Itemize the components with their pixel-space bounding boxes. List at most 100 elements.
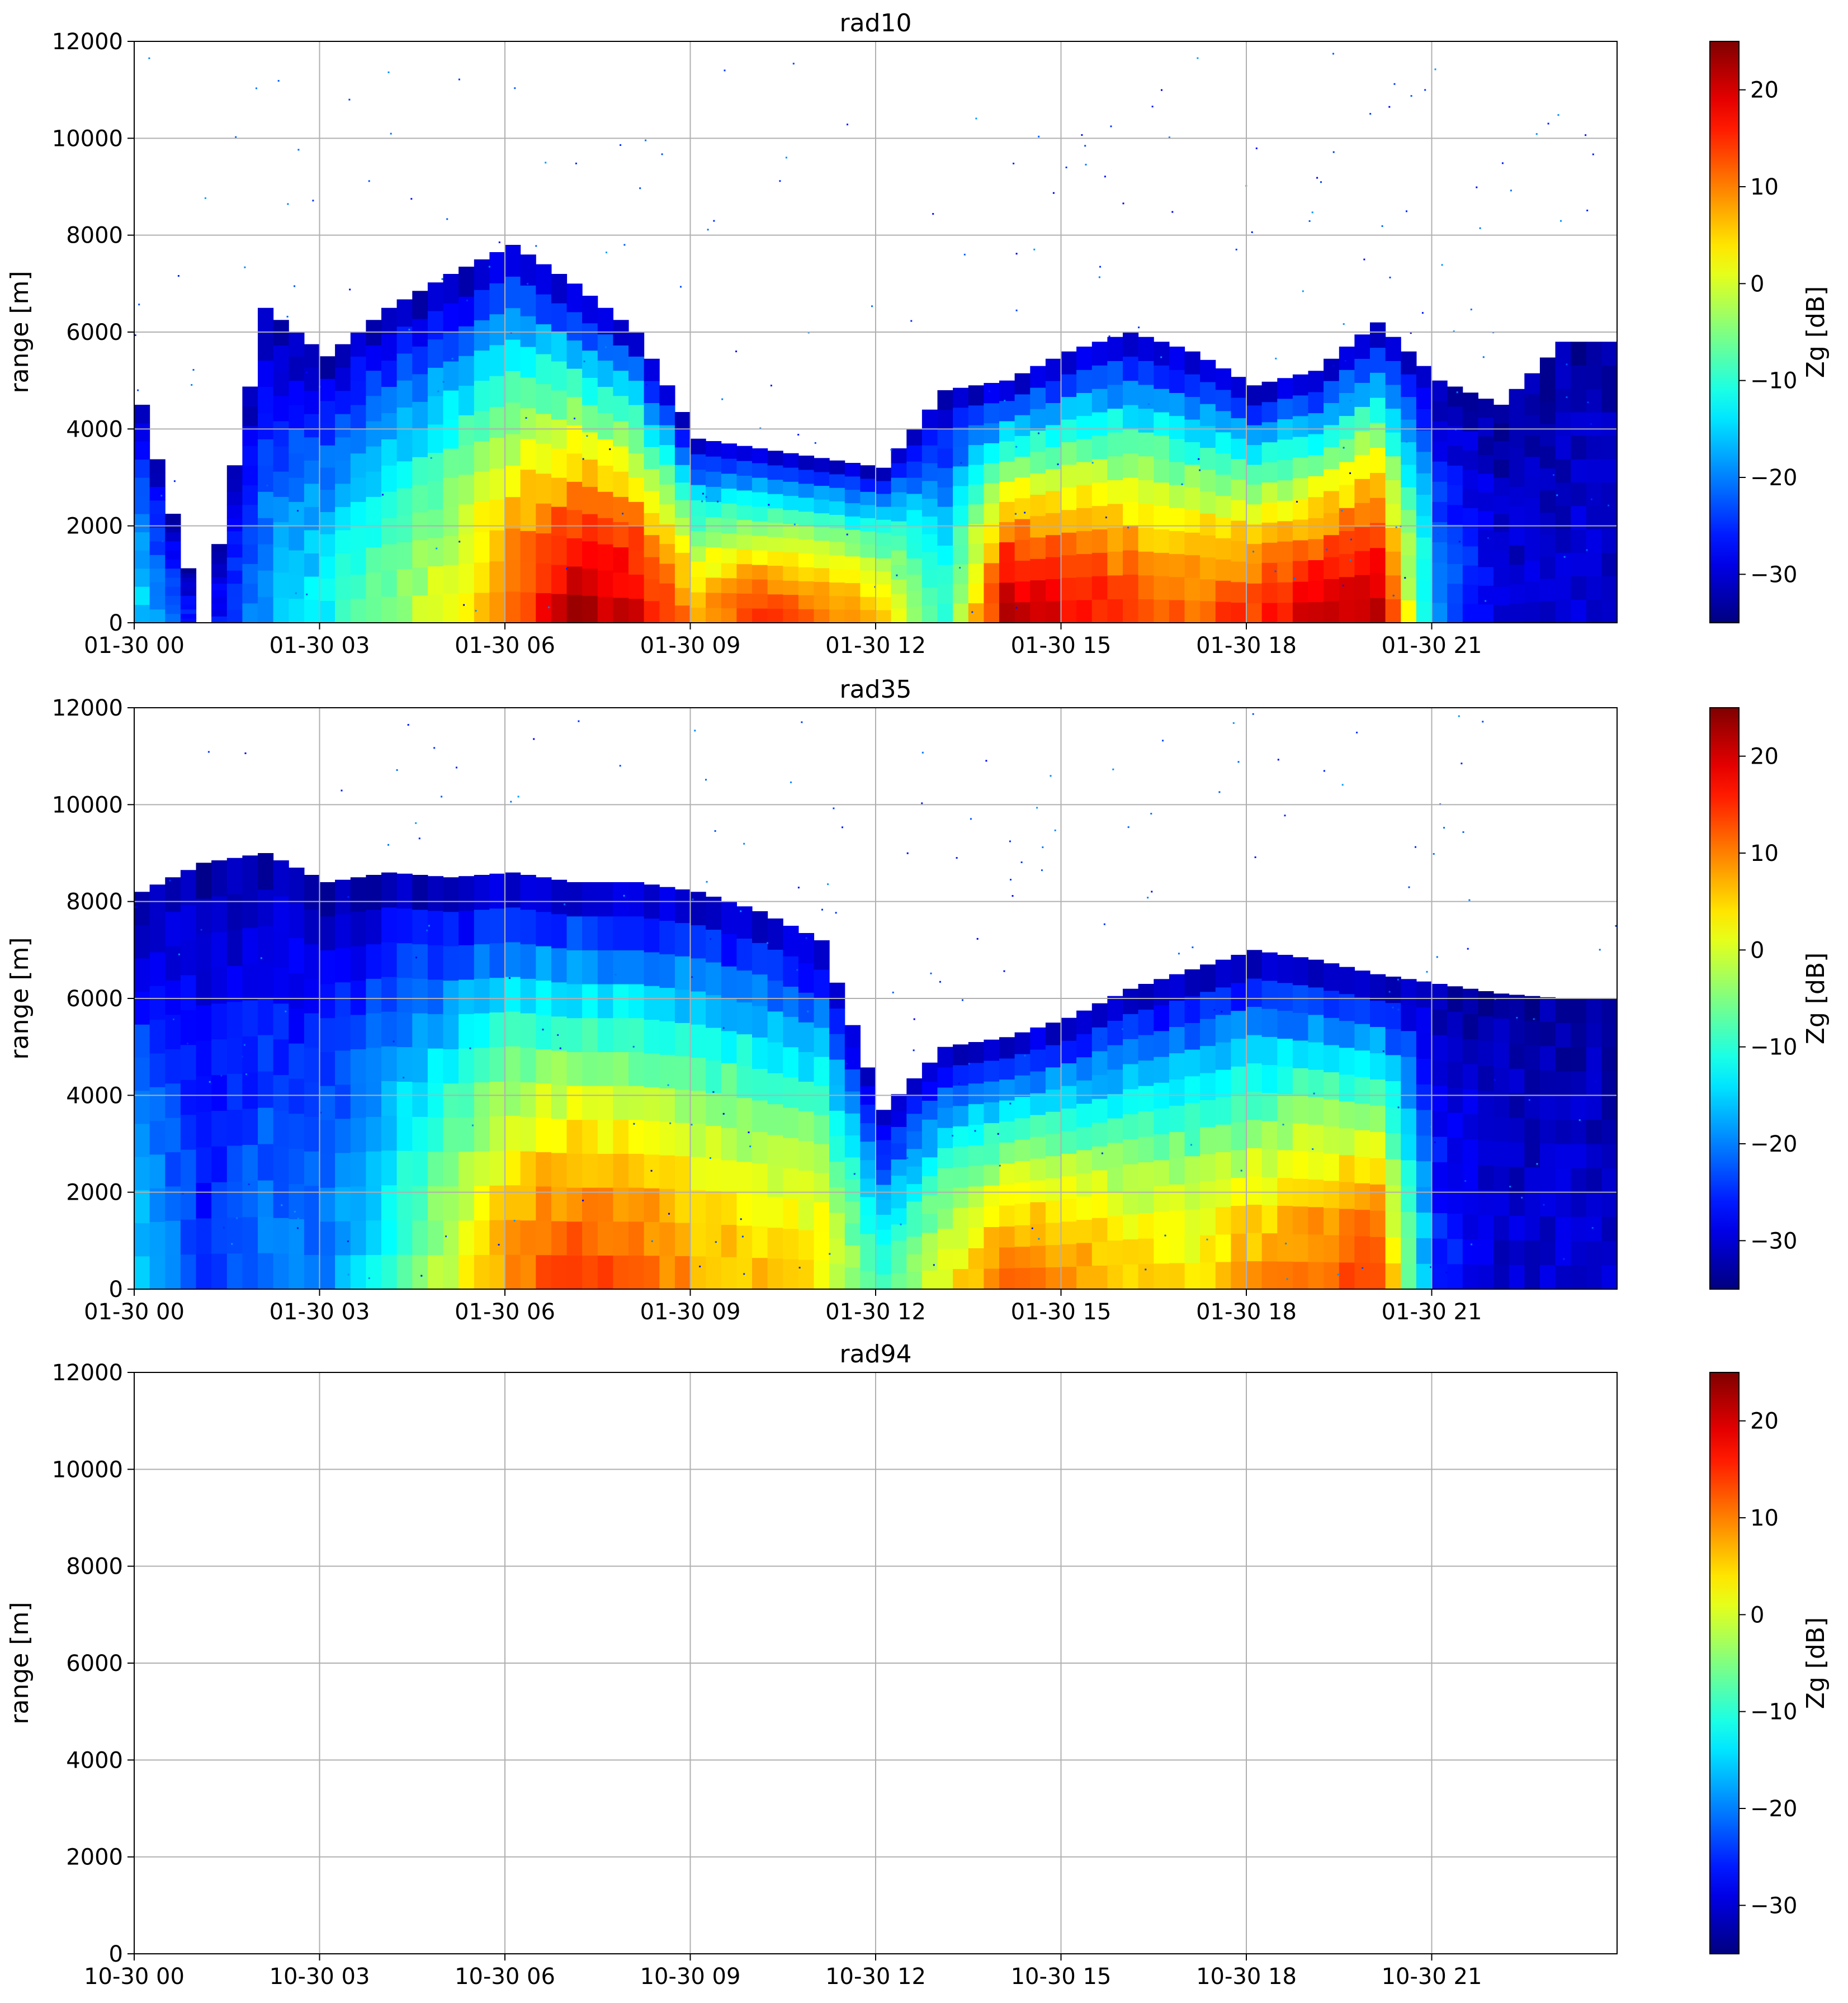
noise-speck bbox=[1536, 1163, 1538, 1165]
heatmap-cell bbox=[443, 594, 459, 623]
heatmap-cell bbox=[520, 944, 536, 979]
heatmap-cell bbox=[1416, 1263, 1433, 1289]
heatmap-cell bbox=[1509, 1068, 1525, 1093]
heatmap-cell bbox=[984, 1060, 1000, 1082]
heatmap-cell bbox=[582, 1221, 598, 1256]
noise-speck bbox=[705, 779, 707, 781]
heatmap-cell bbox=[335, 1016, 351, 1051]
heatmap-cell bbox=[1045, 1200, 1062, 1223]
heatmap-cell bbox=[706, 456, 722, 472]
heatmap-cell bbox=[829, 541, 845, 556]
heatmap-cell bbox=[1339, 1047, 1355, 1075]
heatmap-cell bbox=[273, 496, 289, 522]
heatmap-cell bbox=[1045, 1067, 1062, 1090]
heatmap-cell bbox=[613, 572, 629, 598]
heatmap-cell bbox=[396, 353, 413, 381]
heatmap-cell bbox=[906, 558, 923, 575]
heatmap-cell bbox=[226, 596, 243, 610]
heatmap-cell bbox=[721, 901, 737, 935]
heatmap-cell bbox=[1478, 436, 1494, 455]
heatmap-cell bbox=[1215, 987, 1231, 1015]
heatmap-cell bbox=[953, 524, 969, 545]
heatmap-cell bbox=[566, 1187, 583, 1222]
heatmap-cell bbox=[1061, 396, 1077, 420]
heatmap-cell bbox=[1431, 542, 1448, 563]
heatmap-cell bbox=[582, 296, 598, 324]
heatmap-cell bbox=[814, 471, 830, 486]
heatmap-cell bbox=[1107, 337, 1123, 361]
heatmap-cell bbox=[551, 913, 568, 949]
heatmap-cell bbox=[1524, 1069, 1540, 1095]
heatmap-cell bbox=[706, 486, 722, 502]
heatmap-cell bbox=[1601, 998, 1617, 1023]
heatmap-cell bbox=[412, 1116, 428, 1152]
heatmap-cell bbox=[1184, 1182, 1201, 1210]
noise-speck bbox=[1190, 1144, 1192, 1146]
colorbar-tick-label: 0 bbox=[1750, 1602, 1764, 1628]
heatmap-cell bbox=[1339, 993, 1355, 1021]
heatmap-cell bbox=[829, 609, 845, 623]
heatmap-cell bbox=[196, 898, 212, 935]
noise-speck bbox=[244, 752, 247, 754]
heatmap-cell bbox=[396, 569, 413, 596]
heatmap-cell bbox=[1200, 1208, 1216, 1235]
heatmap-cell bbox=[1045, 1111, 1062, 1134]
heatmap-cell bbox=[1354, 1130, 1370, 1157]
noise-speck bbox=[548, 606, 550, 608]
noise-speck bbox=[306, 593, 308, 595]
heatmap-cell bbox=[1324, 403, 1340, 425]
noise-speck bbox=[1406, 210, 1407, 212]
heatmap-cell bbox=[149, 1255, 166, 1289]
heatmap-cell bbox=[520, 254, 536, 286]
heatmap-cell bbox=[984, 1081, 1000, 1102]
noise-speck bbox=[1065, 167, 1067, 168]
heatmap-cell bbox=[1401, 1057, 1417, 1083]
heatmap-cell bbox=[1030, 1071, 1046, 1093]
heatmap-cell bbox=[706, 1256, 722, 1289]
heatmap-cell bbox=[505, 1081, 521, 1116]
heatmap-cell bbox=[937, 1228, 953, 1249]
heatmap-cell bbox=[443, 332, 459, 362]
heatmap-cell bbox=[165, 514, 181, 523]
noise-speck bbox=[1424, 89, 1426, 91]
heatmap-cell bbox=[474, 259, 490, 290]
heatmap-cell bbox=[937, 506, 953, 527]
noise-speck bbox=[759, 427, 762, 429]
noise-speck bbox=[1433, 853, 1435, 855]
heatmap-cell bbox=[289, 477, 305, 502]
noise-speck bbox=[921, 751, 924, 754]
heatmap-cell bbox=[860, 1215, 876, 1234]
heatmap-cell bbox=[1123, 429, 1139, 454]
heatmap-cell bbox=[582, 595, 598, 623]
heatmap-cell bbox=[1493, 514, 1510, 533]
colorbar-tick-label: 10 bbox=[1750, 1505, 1779, 1531]
heatmap-cell bbox=[921, 1195, 938, 1214]
heatmap-cell bbox=[289, 405, 305, 429]
heatmap-cell bbox=[520, 978, 536, 1014]
heatmap-cell bbox=[752, 565, 768, 580]
heatmap-cell bbox=[690, 546, 706, 562]
heatmap-cell bbox=[211, 550, 228, 558]
noise-speck bbox=[1151, 891, 1153, 893]
heatmap-cell bbox=[1308, 602, 1324, 623]
heatmap-cell bbox=[242, 1181, 258, 1218]
noise-speck bbox=[320, 1111, 322, 1114]
heatmap-cell bbox=[134, 568, 150, 587]
heatmap-cell bbox=[613, 1052, 629, 1086]
heatmap-cell bbox=[1045, 1045, 1062, 1068]
heatmap-cell bbox=[1478, 604, 1494, 623]
heatmap-cell bbox=[921, 1138, 938, 1158]
heatmap-cell bbox=[721, 563, 737, 579]
heatmap-cell bbox=[350, 946, 366, 981]
heatmap-cell bbox=[566, 311, 583, 341]
noise-speck bbox=[1510, 190, 1512, 192]
heatmap-cell bbox=[1231, 541, 1247, 562]
heatmap-cell bbox=[783, 1198, 799, 1229]
heatmap-cell bbox=[1493, 1116, 1510, 1142]
heatmap-cell bbox=[1261, 562, 1278, 583]
heatmap-cell bbox=[984, 603, 1000, 623]
noise-speck bbox=[1240, 1169, 1242, 1172]
noise-speck bbox=[1362, 1267, 1364, 1269]
noise-speck bbox=[1320, 181, 1322, 183]
heatmap-cell bbox=[798, 1259, 815, 1289]
